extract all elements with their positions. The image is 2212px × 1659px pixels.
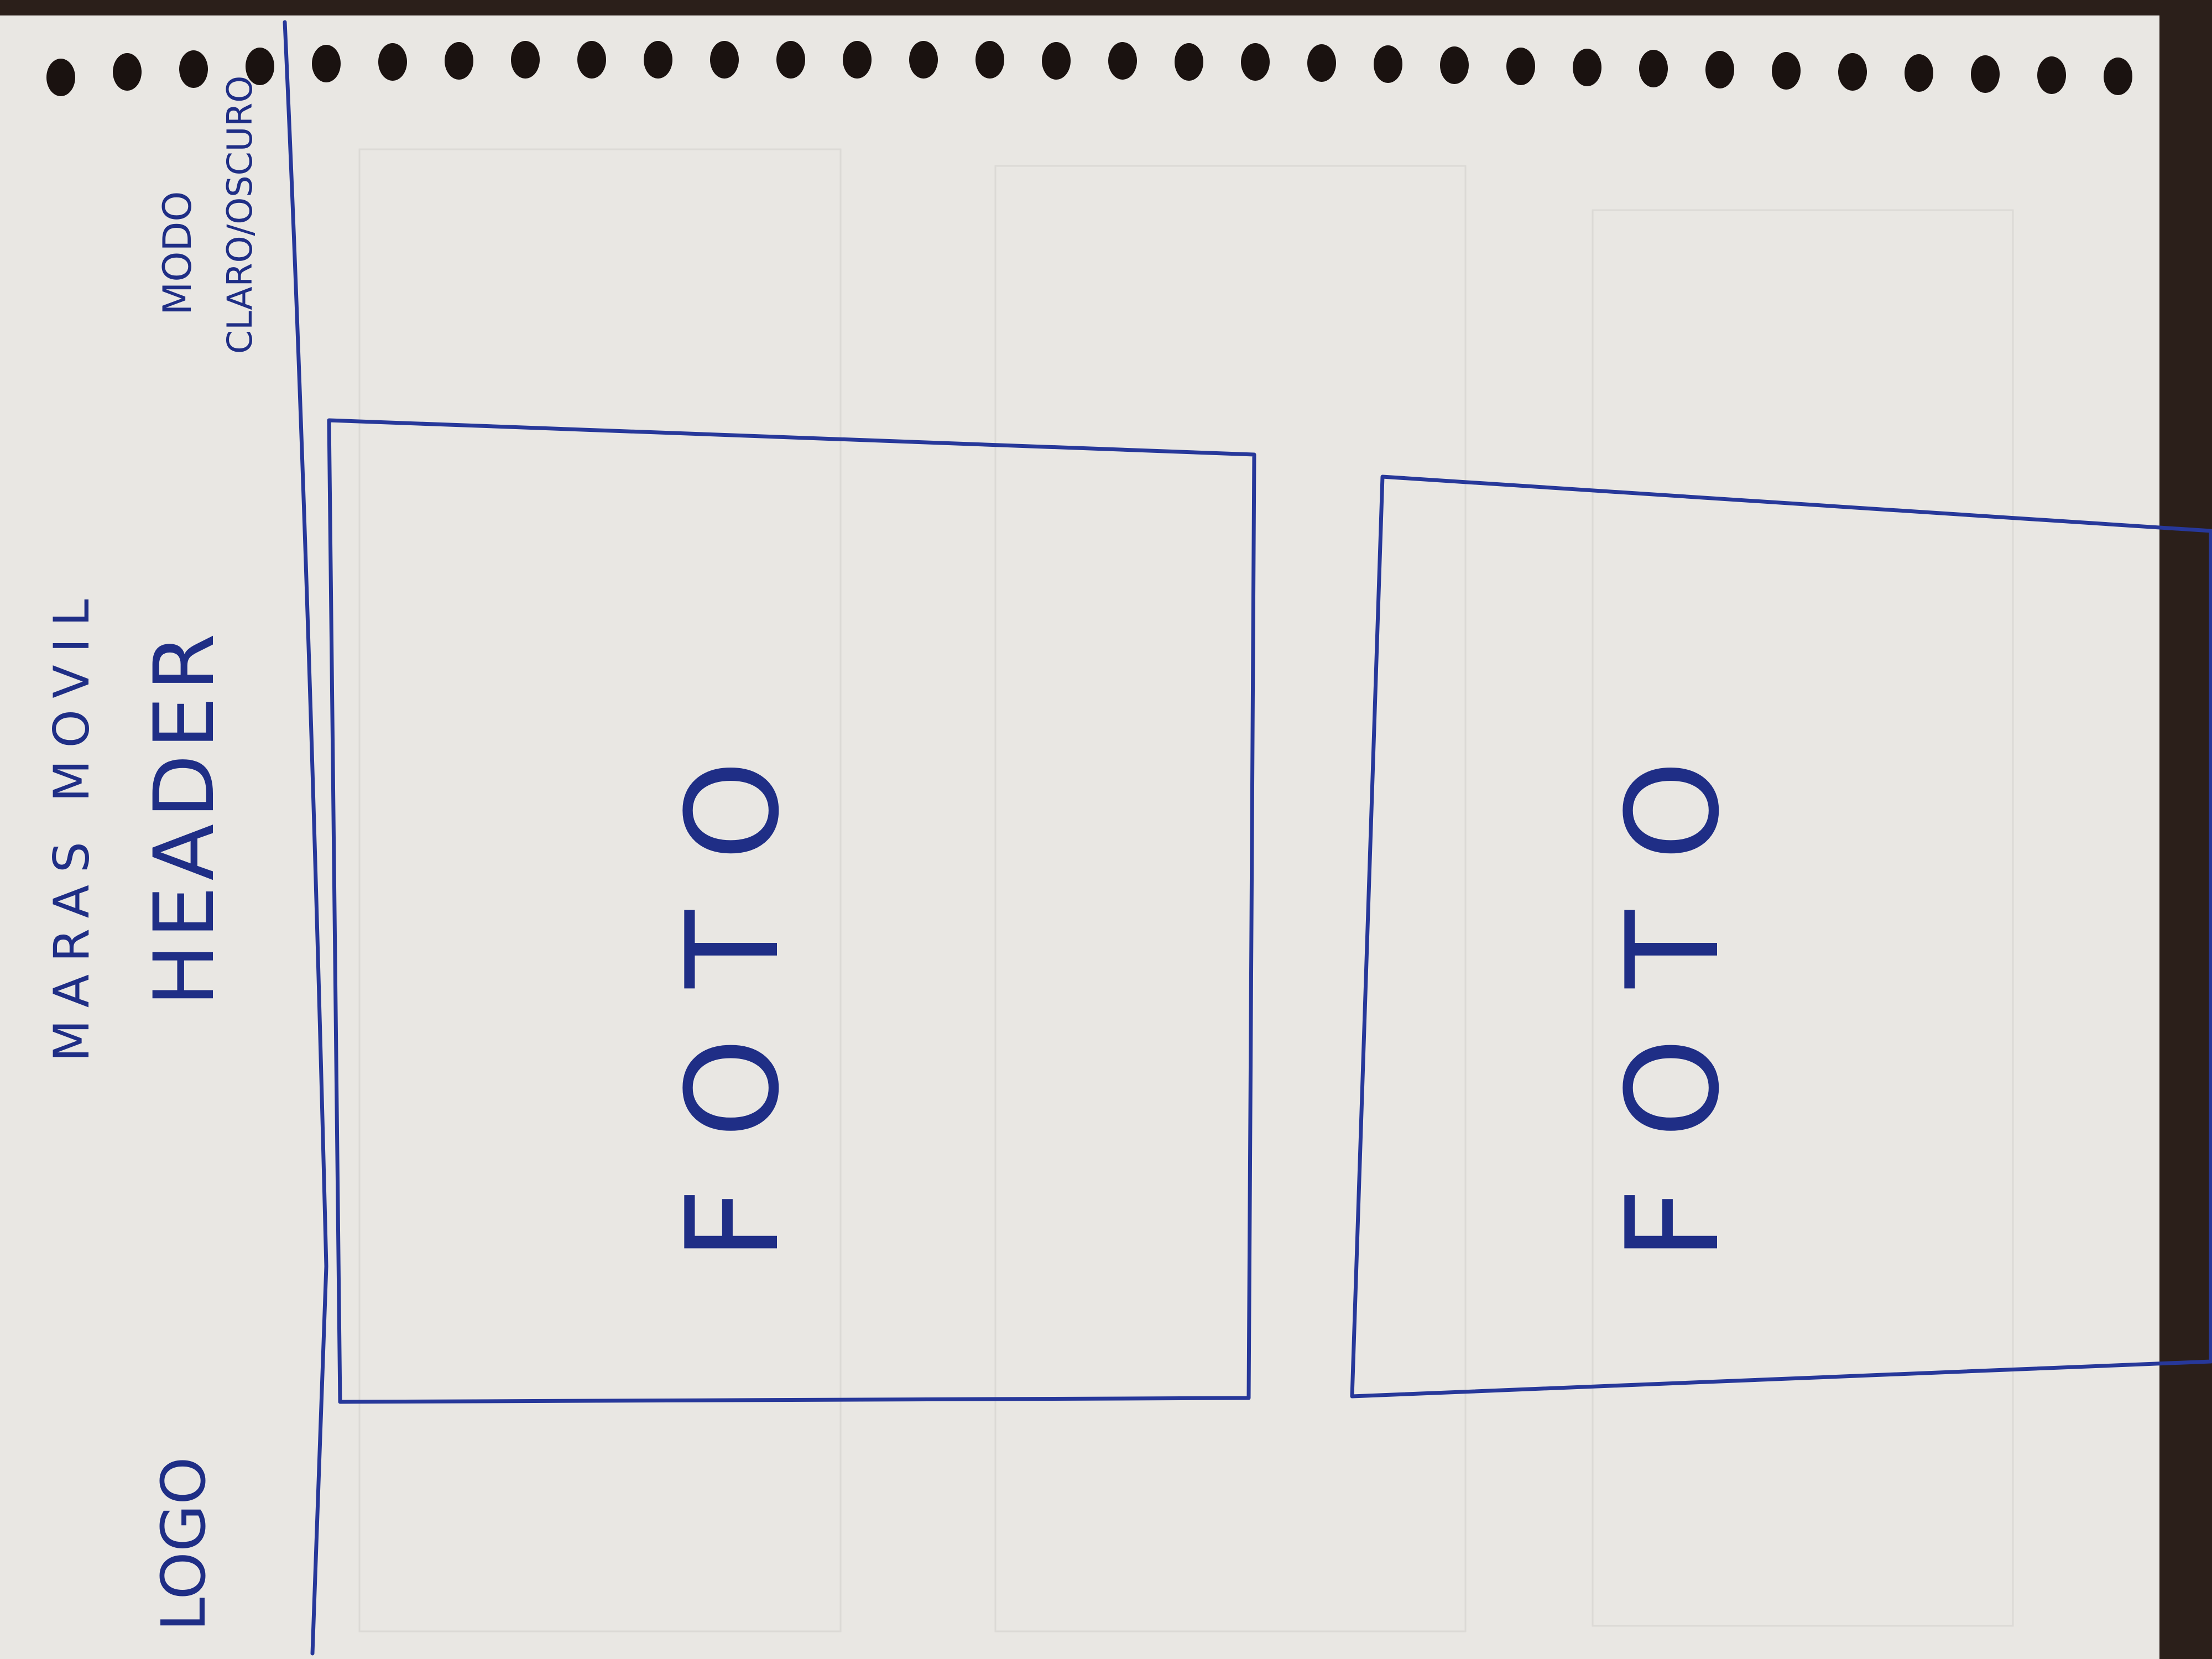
- photo-card-2[interactable]: [1350, 474, 2212, 1399]
- table-surface-right: [2159, 0, 2212, 1659]
- logo-text: LOGO: [148, 1457, 219, 1631]
- paper-texture: [358, 148, 2014, 1632]
- page-title: HEADER: [137, 628, 233, 1006]
- spiral-holes: [46, 41, 2132, 96]
- header-divider-line: [283, 20, 328, 1656]
- photo-card-2-label: FOTO: [1600, 711, 1747, 1261]
- theme-toggle-label-2: CLARO/OSCURO: [220, 76, 260, 354]
- photo-card-1-label: FOTO: [660, 711, 807, 1261]
- theme-toggle-label-1: MODO: [155, 191, 200, 316]
- table-surface-top: [0, 0, 2212, 15]
- photo-card-1[interactable]: [327, 418, 1256, 1404]
- brand-name: MARAS MOVIL: [43, 587, 100, 1062]
